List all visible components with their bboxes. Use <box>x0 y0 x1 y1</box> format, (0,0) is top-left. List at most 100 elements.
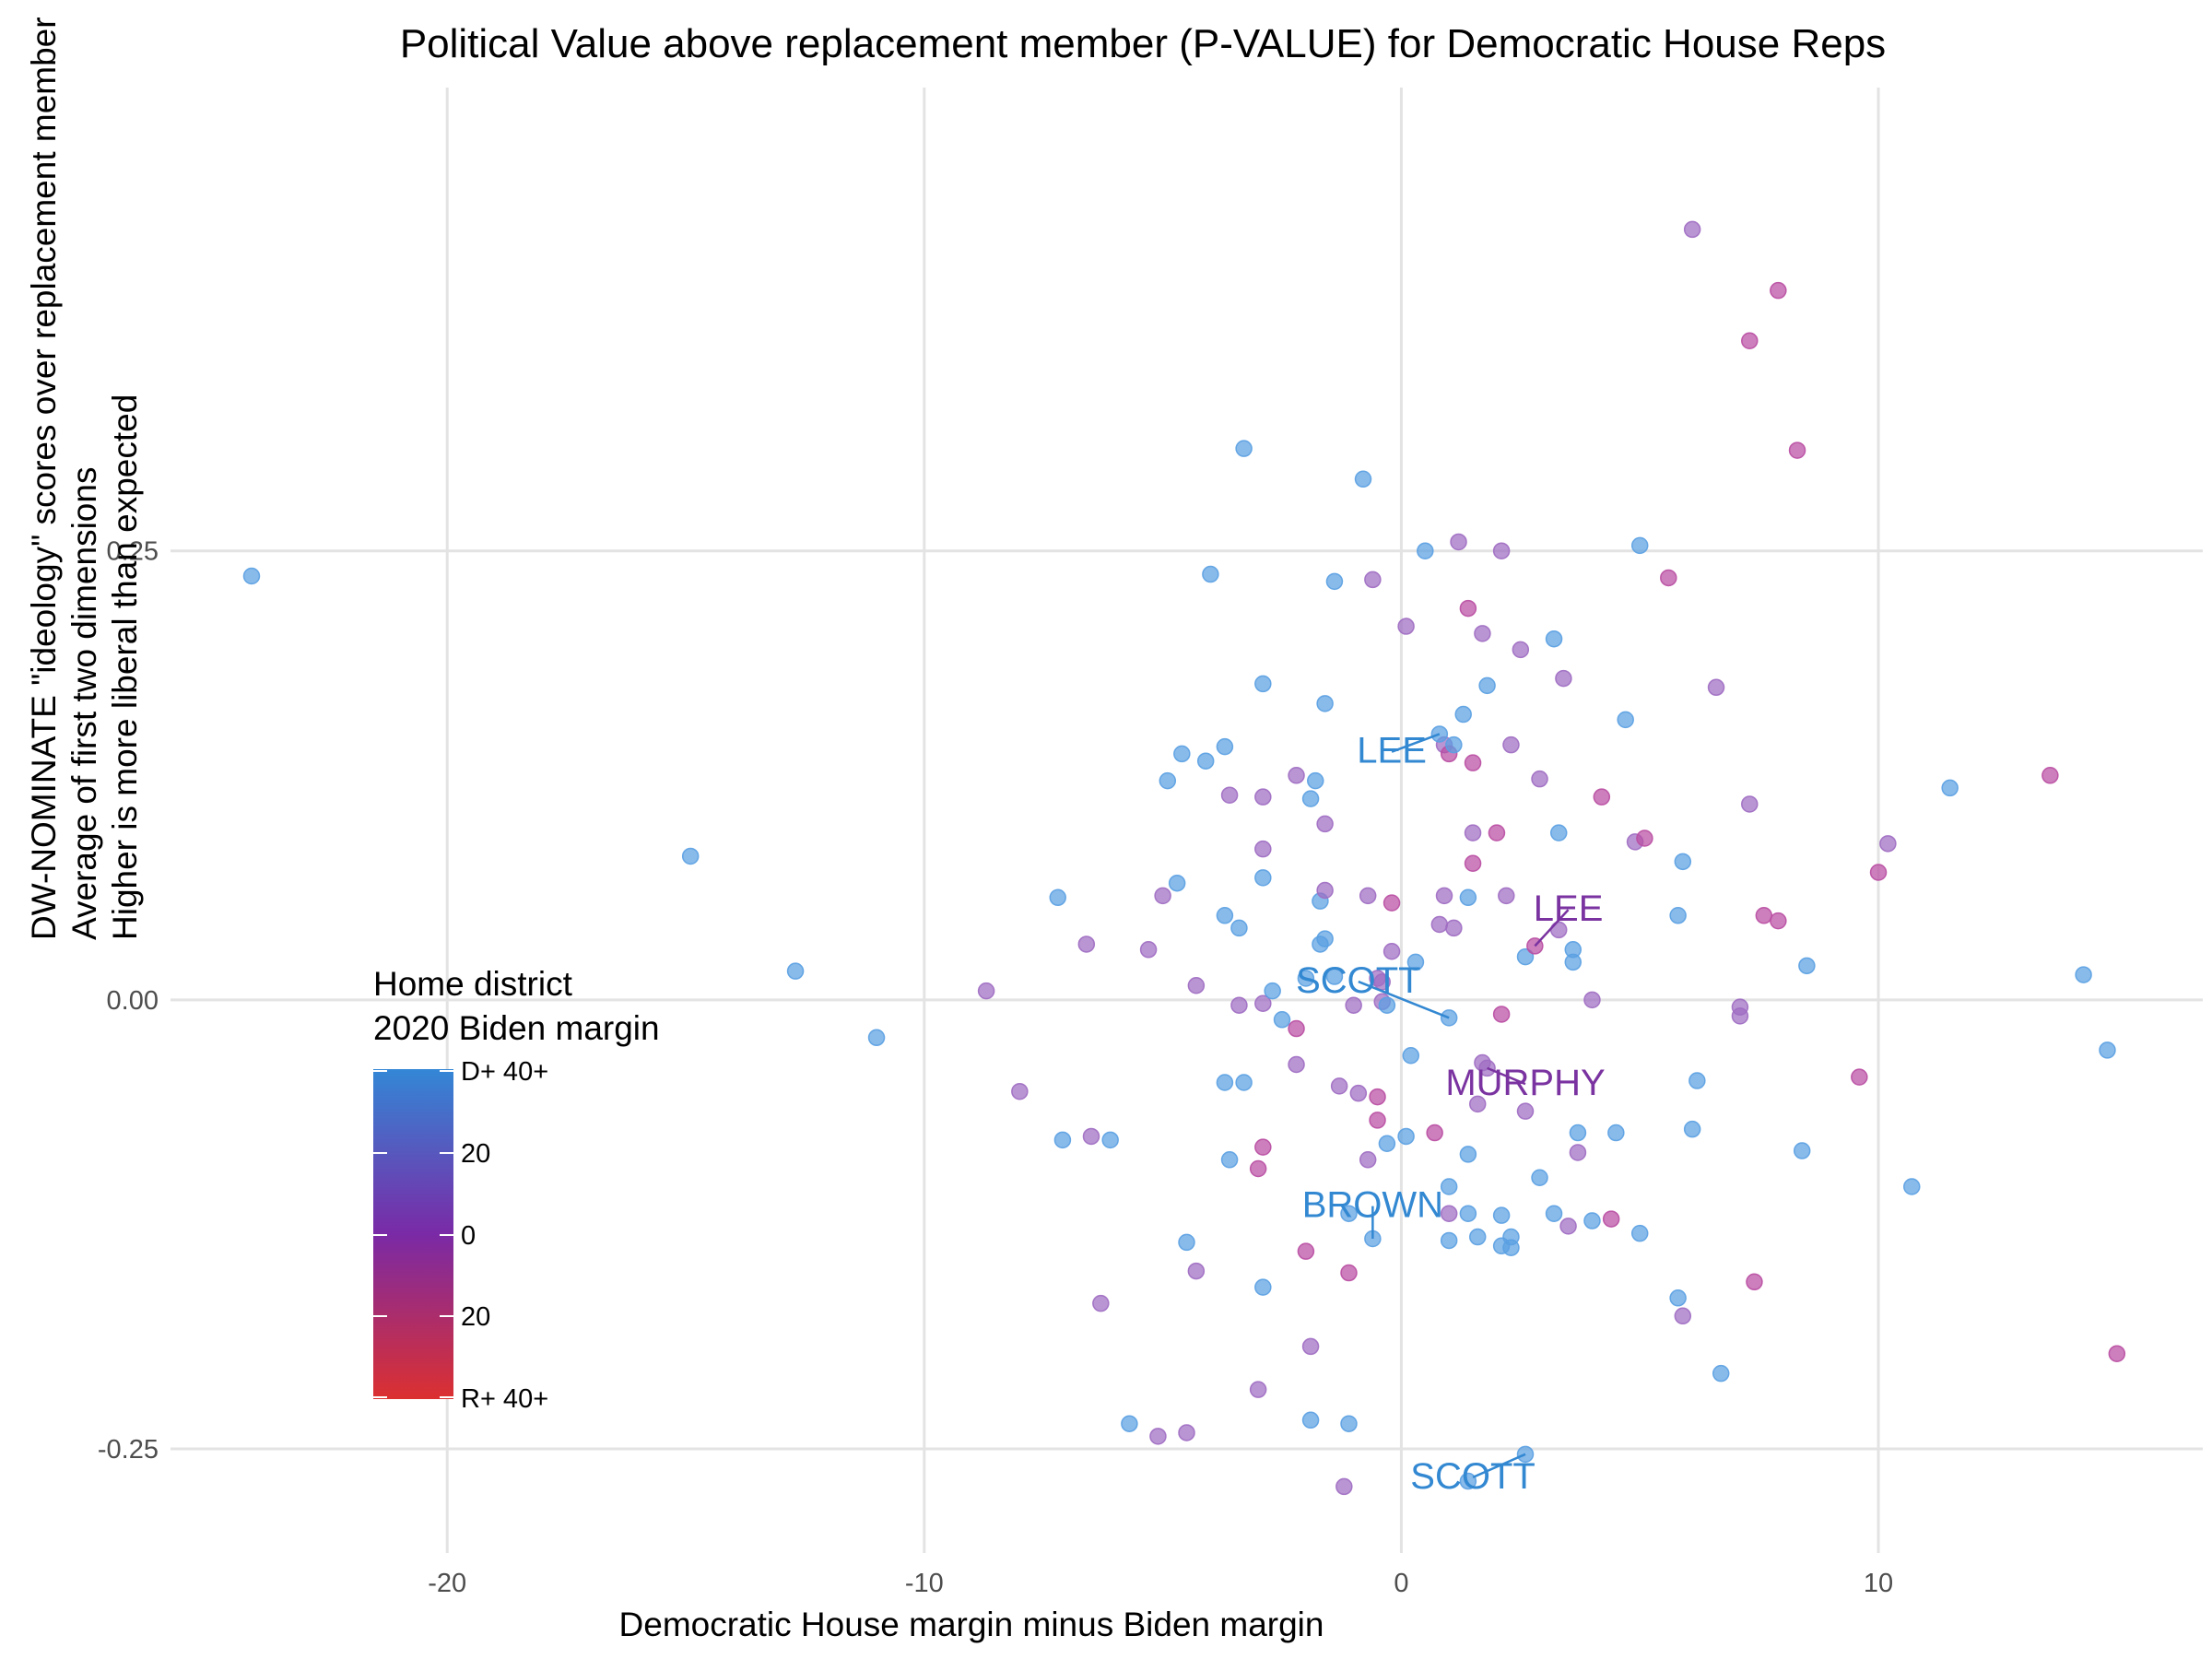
data-point <box>1316 881 1334 900</box>
data-point <box>1941 779 1959 797</box>
data-point <box>1378 1135 1396 1152</box>
x-axis-title: Democratic House margin minus Biden marg… <box>619 1606 1324 1643</box>
data-point <box>1178 1233 1195 1252</box>
data-point <box>2099 1041 2116 1059</box>
data-point <box>1488 824 1506 841</box>
data-points <box>242 220 2126 1496</box>
data-point <box>2075 966 2092 983</box>
data-point <box>1426 1124 1443 1142</box>
data-point <box>1459 599 1477 618</box>
point-label: SCOTT <box>1296 960 1421 1001</box>
data-point <box>1498 887 1515 905</box>
data-point <box>1382 942 1401 960</box>
x-tick-label: -20 <box>428 1569 466 1598</box>
data-point <box>1254 840 1272 858</box>
legend-title-line-1: Home district <box>373 965 573 1003</box>
data-point <box>1440 1231 1458 1250</box>
data-point <box>1077 935 1096 953</box>
data-point <box>1683 220 1701 239</box>
data-point <box>1235 440 1253 457</box>
data-point <box>1254 994 1272 1012</box>
data-point <box>1297 970 1315 987</box>
data-point <box>1903 1178 1921 1195</box>
legend-label-d20: 20 <box>461 1139 490 1169</box>
legend-label-bottom: R+ 40+ <box>461 1384 548 1414</box>
data-point <box>1220 1151 1239 1169</box>
data-point <box>1402 1047 1420 1065</box>
data-point <box>1869 864 1888 881</box>
data-point <box>1741 795 1759 813</box>
data-point <box>1569 1124 1587 1142</box>
data-point <box>1187 977 1206 994</box>
x-tick-label: -10 <box>905 1569 944 1598</box>
data-point <box>1359 1151 1377 1169</box>
data-point <box>1583 1212 1601 1230</box>
data-point <box>786 962 805 980</box>
data-point <box>1168 874 1186 892</box>
x-tick-label: 0 <box>1394 1569 1408 1598</box>
data-point <box>1683 1120 1701 1138</box>
data-point <box>1325 968 1344 985</box>
data-point <box>2108 1345 2126 1362</box>
data-point <box>1798 957 1816 975</box>
data-point <box>1450 533 1467 551</box>
data-point <box>1049 888 1066 907</box>
point-label: BROWN <box>1302 1185 1443 1226</box>
data-point <box>1464 854 1482 873</box>
data-point <box>1712 1364 1730 1382</box>
data-point <box>1345 996 1362 1014</box>
label-leader <box>1487 1066 1526 1086</box>
data-point <box>1101 1131 1119 1149</box>
data-point <box>2041 767 2059 784</box>
data-point <box>1459 888 1477 907</box>
data-point <box>1512 641 1530 659</box>
data-point <box>1569 1144 1587 1161</box>
data-point <box>867 1029 886 1047</box>
data-point <box>1502 735 1520 754</box>
legend: Home district 2020 Biden margin D+ 40+ 2… <box>373 965 660 1414</box>
data-point <box>1264 982 1281 1000</box>
data-point <box>1746 1273 1763 1291</box>
y-axis-title-line-2: Average of first two dimensions <box>65 467 103 940</box>
data-point <box>242 567 261 585</box>
data-point <box>1053 1131 1072 1149</box>
data-point <box>1325 572 1344 591</box>
data-point <box>1492 1006 1511 1023</box>
data-point <box>1879 835 1897 853</box>
data-point <box>1770 912 1787 930</box>
chart-title: Political Value above replacement member… <box>400 21 1886 66</box>
data-point <box>1630 536 1649 555</box>
data-point <box>1139 941 1158 959</box>
data-point <box>1349 1084 1368 1102</box>
data-point <box>1340 1205 1358 1222</box>
data-point <box>1545 629 1563 648</box>
data-point <box>1417 542 1434 559</box>
data-point <box>1607 1124 1625 1142</box>
point-labels: LEE LEE SCOTT MURPHY BROWN SCOTT <box>1296 731 1606 1497</box>
data-point <box>1301 1411 1320 1430</box>
data-point <box>1288 1055 1305 1074</box>
label-leader <box>1472 1453 1526 1478</box>
data-point <box>1674 1307 1692 1325</box>
data-point <box>1316 930 1334 947</box>
data-point <box>1369 1088 1386 1106</box>
data-point <box>1307 771 1324 790</box>
data-point <box>1459 1146 1477 1163</box>
data-point <box>1770 281 1787 300</box>
data-point <box>1230 919 1248 937</box>
data-point <box>1173 745 1191 763</box>
data-point <box>1464 754 1482 771</box>
data-point <box>1159 771 1177 790</box>
data-point <box>1502 1239 1520 1256</box>
data-point <box>1788 441 1806 459</box>
data-point <box>1230 996 1248 1014</box>
data-point <box>1674 853 1692 871</box>
data-point <box>1378 996 1396 1014</box>
data-point <box>1593 788 1611 806</box>
data-point <box>1254 869 1272 887</box>
data-point <box>1516 1102 1535 1120</box>
data-point <box>1549 824 1568 841</box>
data-point <box>1297 1242 1315 1260</box>
data-point <box>1459 1472 1477 1490</box>
